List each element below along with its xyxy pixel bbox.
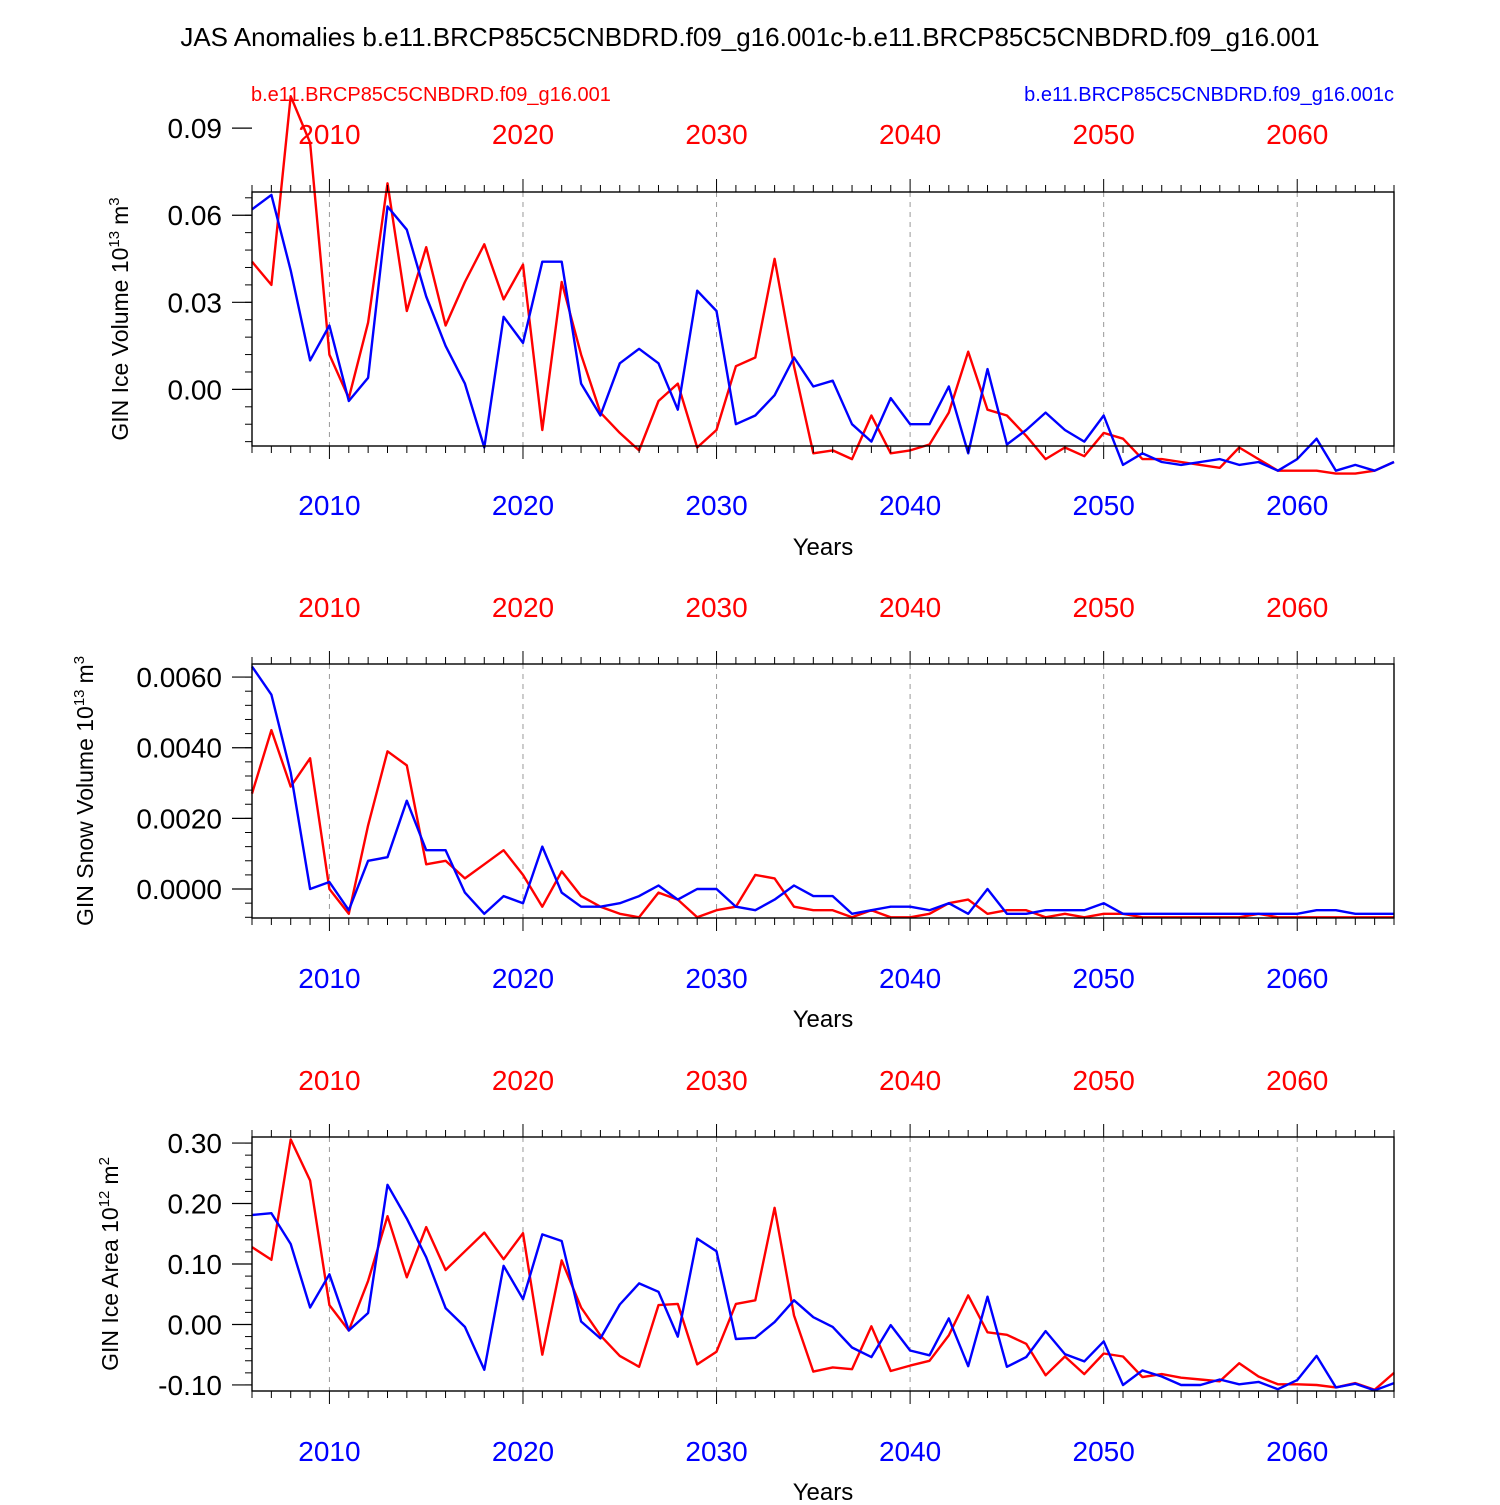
y-tick-label: 0.30 [168,1128,223,1159]
x-top-tick-label: 2040 [879,1065,941,1096]
y-axis-label-unit-exponent: 3 [106,197,123,205]
y-tick-label: 0.0000 [136,874,222,905]
x-bottom-tick-label: 2060 [1266,1436,1328,1467]
x-bottom-tick-label: 2030 [685,1436,747,1467]
plot-frame [251,191,1395,447]
y-axis-label: GIN Ice Area 1012 m2 [96,1157,123,1371]
x-top-tick-label: 2010 [298,592,360,623]
y-axis-label-text: GIN Ice Volume 10 [107,248,133,441]
plot-frame [251,1136,1395,1392]
x-top-tick-label: 2030 [685,592,747,623]
x-bottom-tick-label: 2030 [685,490,747,521]
x-bottom-tick-label: 2030 [685,963,747,994]
x-bottom-tick-label: 2060 [1266,963,1328,994]
legend-label-red: b.e11.BRCP85C5CNBDRD.f09_g16.001 [251,84,611,106]
x-top-tick-label: 2060 [1266,119,1328,150]
x-top-tick-label: 2060 [1266,592,1328,623]
x-axis-label: Years [793,534,854,561]
x-top-tick-label: 2020 [492,119,554,150]
x-bottom-tick-label: 2040 [879,1436,941,1467]
panels: 2010 2010 2020 2020 2030 2030 2040 2040 2050 2050… [71,94,1395,1505]
x-bottom-tick-label: 2020 [492,490,554,521]
y-axis-label-text: GIN Ice Area 10 [97,1207,123,1371]
y-tick-label: 0.00 [168,374,223,405]
y-tick-label: 0.00 [168,1309,223,1340]
x-bottom-tick-label: 2040 [879,490,941,521]
y-axis-label-exponent: 13 [71,689,88,706]
y-axis-label-exponent: 13 [106,231,123,248]
series-line-blue [251,1183,1395,1392]
y-tick-label: 0.20 [168,1189,223,1220]
y-axis-label: GIN Ice Volume 1013 m3 [106,197,133,440]
x-top-tick-label: 2040 [879,119,941,150]
chart-title: JAS Anomalies b.e11.BRCP85C5CNBDRD.f09_g… [180,22,1319,52]
x-bottom-tick-label: 2060 [1266,490,1328,521]
x-bottom-tick-label: 2050 [1073,490,1135,521]
x-top-tick-label: 2060 [1266,1065,1328,1096]
x-top-tick-label: 2030 [685,1065,747,1096]
y-axis-label-text: GIN Snow Volume 10 [72,706,98,926]
y-tick-label: 0.10 [168,1249,223,1280]
series-line-blue [251,193,1395,472]
x-top-tick-label: 2020 [492,592,554,623]
x-top-tick-label: 2050 [1073,592,1135,623]
y-tick-label: 0.03 [168,287,223,318]
y-axis-label-unit: m [107,206,133,225]
panel-2: 2010 2010 2020 2020 2030 2030 2040 2040 2050 2050… [71,592,1395,1033]
y-axis-label: GIN Snow Volume 1013 m3 [71,656,98,926]
x-top-tick-label: 2020 [492,1065,554,1096]
x-axis-label: Years [793,1479,854,1500]
series-line-blue [251,665,1394,915]
x-top-tick-label: 2010 [298,119,360,150]
y-tick-label: -0.10 [158,1370,222,1401]
x-bottom-tick-label: 2010 [298,963,360,994]
panel-3: 2010 2010 2020 2020 2030 2030 2040 2040 2050 2050… [96,1065,1395,1505]
x-bottom-tick-label: 2010 [298,490,360,521]
x-top-tick-label: 2040 [879,592,941,623]
x-bottom-tick-label: 2050 [1073,963,1135,994]
legend-label-blue: b.e11.BRCP85C5CNBDRD.f09_g16.001c [1024,84,1394,106]
y-tick-label: 0.0040 [136,733,222,764]
x-bottom-tick-label: 2050 [1073,1436,1135,1467]
x-bottom-tick-label: 2020 [492,1436,554,1467]
series-line-red [251,94,1395,475]
x-bottom-tick-label: 2010 [298,1436,360,1467]
series-line-red [251,1138,1395,1392]
panel-1: 2010 2010 2020 2020 2030 2030 2040 2040 2050 2050… [106,94,1395,561]
y-axis-label-unit: m [97,1165,123,1184]
x-top-tick-label: 2050 [1073,1065,1135,1096]
x-top-tick-label: 2050 [1073,119,1135,150]
x-top-tick-label: 2030 [685,119,747,150]
y-axis-label-unit-exponent: 3 [71,656,88,664]
y-tick-label: 0.0020 [136,803,222,834]
y-axis-label-unit-exponent: 2 [96,1157,113,1165]
x-bottom-tick-label: 2040 [879,963,941,994]
x-top-tick-label: 2010 [298,1065,360,1096]
series-line-red [250,728,1394,919]
x-bottom-tick-label: 2020 [492,963,554,994]
y-tick-label: 0.06 [168,200,223,231]
y-tick-label: 0.0060 [136,662,222,693]
y-tick-label: 0.09 [168,113,223,144]
y-axis-label-unit: m [72,664,98,683]
x-axis-label: Years [793,1006,854,1033]
y-axis-label-exponent: 12 [96,1191,113,1208]
plot-frame [251,663,1395,919]
